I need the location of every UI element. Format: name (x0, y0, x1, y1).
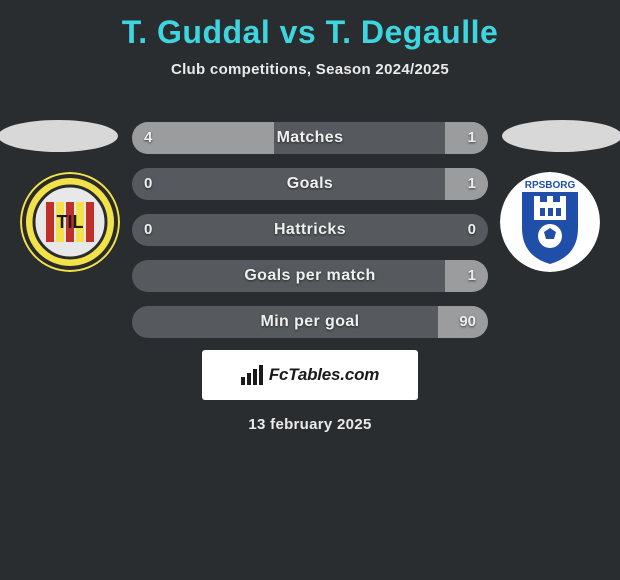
bars-icon (241, 365, 263, 385)
brand-box: FcTables.com (202, 350, 418, 400)
stats-panel: 41Matches 01Goals 00Hattricks 1Goals per ma… (112, 122, 508, 352)
subtitle: Club competitions, Season 2024/2025 (0, 61, 620, 78)
sarpsborg-logo-icon: RPSBORG (500, 172, 600, 272)
stat-row: 1Goals per match (112, 260, 508, 292)
stat-label: Hattricks (112, 214, 508, 246)
stat-row: 90Min per goal (112, 306, 508, 338)
stat-label: Goals per match (112, 260, 508, 292)
player-right-placeholder (502, 120, 620, 152)
club-badge-left: TIL (20, 172, 120, 272)
brand-text: FcTables.com (269, 365, 379, 385)
date-label: 13 february 2025 (0, 416, 620, 433)
stat-row: 00Hattricks (112, 214, 508, 246)
stat-label: Goals (112, 168, 508, 200)
player-left-placeholder (0, 120, 118, 152)
stat-row: 41Matches (112, 122, 508, 154)
page-title: T. Guddal vs T. Degaulle (0, 0, 620, 51)
stat-label: Matches (112, 122, 508, 154)
svg-text:TIL: TIL (57, 212, 84, 232)
til-logo-icon: TIL (20, 172, 120, 272)
svg-text:RPSBORG: RPSBORG (525, 180, 576, 191)
stat-label: Min per goal (112, 306, 508, 338)
stat-row: 01Goals (112, 168, 508, 200)
club-badge-right: RPSBORG (500, 172, 600, 272)
